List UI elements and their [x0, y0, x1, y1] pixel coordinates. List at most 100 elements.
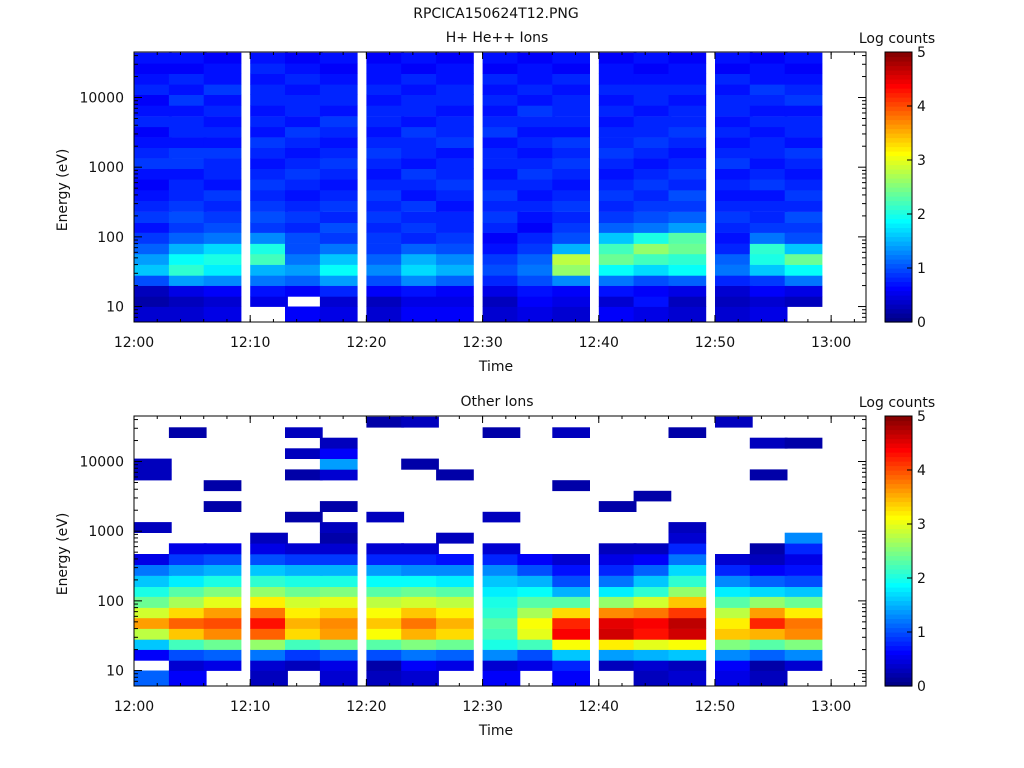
heatmap-cell	[168, 137, 207, 148]
heatmap-cell	[401, 649, 439, 661]
heatmap-cell	[633, 243, 672, 255]
colorbar-segment	[885, 74, 912, 80]
heatmap-cell	[366, 105, 405, 117]
heatmap-cell	[285, 200, 323, 212]
heatmap-cell	[436, 285, 474, 297]
heatmap-cell	[633, 200, 672, 212]
heatmap-cell	[633, 543, 672, 555]
heatmap-cell	[633, 617, 672, 629]
heatmap-cell	[134, 275, 172, 286]
heatmap-cell	[598, 628, 637, 640]
heatmap-cell	[482, 596, 521, 608]
colorbar-segment	[885, 623, 912, 629]
heatmap-cell	[784, 617, 823, 629]
heatmap-cell	[784, 285, 823, 297]
heatmap-cell	[319, 168, 358, 180]
heatmap-cell	[633, 126, 672, 138]
heatmap-cell	[401, 158, 439, 169]
heatmap-cell	[285, 628, 323, 640]
heatmap-cell	[715, 179, 753, 191]
heatmap-cell	[552, 126, 590, 138]
heatmap-cell	[633, 179, 672, 191]
heatmap-cell	[482, 232, 521, 244]
heatmap-cell	[517, 137, 556, 148]
colorbar-segment	[885, 591, 912, 597]
colorbar-segment	[885, 299, 912, 305]
colorbar-segment	[885, 268, 912, 274]
heatmap-cell	[203, 554, 242, 565]
colorbar-segment	[885, 641, 912, 647]
heatmap-cell	[203, 480, 242, 492]
colorbar-segment	[885, 133, 912, 139]
heatmap-cell	[319, 253, 358, 265]
heatmap-cell	[168, 168, 207, 180]
colorbar-segment	[885, 313, 912, 319]
heatmap-cell	[168, 179, 207, 191]
colorbar-segment	[885, 519, 912, 525]
heatmap-cell	[668, 211, 707, 223]
colorbar-segment	[885, 88, 912, 94]
heatmap-cell	[436, 147, 474, 159]
colorbar-segment	[885, 169, 912, 175]
heatmap-cell	[749, 63, 788, 74]
heatmap-cell	[436, 575, 474, 587]
heatmap-cell	[366, 190, 405, 201]
heatmap-cell	[633, 306, 672, 323]
heatmap-cell	[668, 532, 707, 544]
heatmap-cell	[134, 73, 172, 85]
heatmap-cell	[203, 126, 242, 138]
heatmap-cell	[436, 596, 474, 608]
colorbar-segment	[885, 200, 912, 206]
heatmap-cell	[134, 211, 172, 223]
heatmap-cell	[784, 168, 823, 180]
heatmap-cell	[784, 222, 823, 233]
heatmap-cell	[633, 211, 672, 223]
heatmap-cell	[250, 126, 288, 138]
heatmap-cell	[366, 222, 405, 233]
colorbar-segment	[885, 659, 912, 665]
heatmap-cell	[134, 168, 172, 180]
heatmap-cell	[401, 628, 439, 640]
heatmap-cell	[598, 285, 637, 297]
heatmap-cell	[436, 200, 474, 212]
heatmap-cell	[633, 575, 672, 587]
heatmap-cell	[517, 211, 556, 223]
colorbar-segment	[885, 227, 912, 233]
heatmap-cell	[633, 73, 672, 85]
y-axis-label: Energy (eV)	[55, 513, 71, 596]
heatmap-cell	[134, 63, 172, 74]
heatmap-cell	[319, 670, 358, 687]
heatmap-cell	[749, 52, 788, 64]
heatmap-cell	[401, 211, 439, 223]
heatmap-cell	[482, 285, 521, 297]
heatmap-cell	[285, 511, 323, 523]
plot-frame	[133, 415, 867, 687]
heatmap-cell	[203, 575, 242, 587]
heatmap-cell	[668, 264, 707, 276]
heatmap-cell	[401, 416, 439, 428]
heatmap-cell	[784, 179, 823, 191]
heatmap-cell	[749, 190, 788, 201]
heatmap-cell	[134, 564, 172, 576]
heatmap-cell	[482, 126, 521, 138]
y-tick-label: 10	[106, 664, 124, 680]
heatmap-cell	[168, 84, 207, 95]
heatmap-cell	[517, 243, 556, 255]
heatmap-cell	[401, 126, 439, 138]
heatmap-cell	[366, 554, 405, 565]
y-tick-label: 10000	[79, 91, 124, 107]
heatmap-cell	[366, 564, 405, 576]
heatmap-cell	[598, 116, 637, 128]
heatmap-cell	[749, 158, 788, 169]
heatmap-cell	[517, 63, 556, 74]
heatmap-cell	[784, 564, 823, 576]
heatmap-cell	[517, 116, 556, 128]
heatmap-cell	[134, 596, 172, 608]
heatmap-cell	[401, 116, 439, 128]
heatmap-cell	[366, 660, 405, 671]
heatmap-cell	[482, 306, 521, 323]
figure-title: RPCICA150624T12.PNG	[413, 6, 578, 22]
heatmap-cell	[784, 158, 823, 169]
colorbar-tick-label: 0	[917, 315, 926, 331]
heatmap-cell	[668, 243, 707, 255]
